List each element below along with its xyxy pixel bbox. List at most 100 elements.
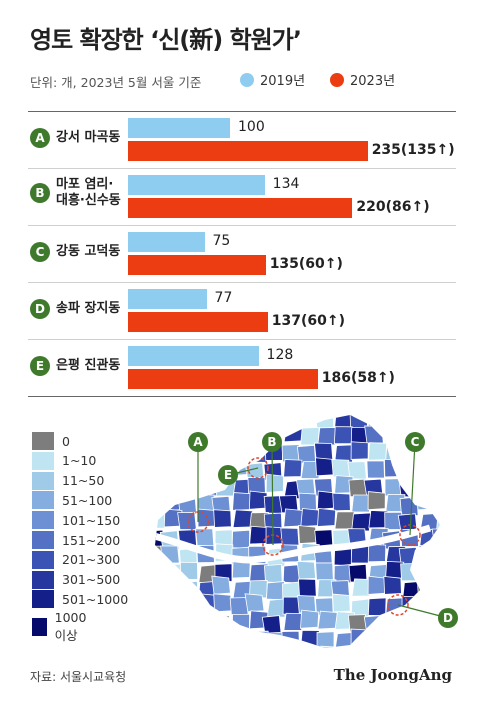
district-shape xyxy=(130,562,148,579)
map-legend-item: 51~100 xyxy=(32,491,112,510)
district-shape xyxy=(155,473,165,493)
map-legend-item: 301~500 xyxy=(32,570,120,589)
district-shape xyxy=(350,441,369,460)
row-label-c: C 강동 고덕동 xyxy=(30,242,120,262)
district-shape xyxy=(160,545,180,564)
district-shape xyxy=(435,546,440,566)
row-label-d: D 송파 장지동 xyxy=(30,299,120,319)
map-legend-item: 151~200 xyxy=(32,531,120,549)
district-shape xyxy=(197,645,216,648)
district-shape xyxy=(130,547,146,565)
district-shape xyxy=(130,412,148,431)
district-shape xyxy=(263,563,283,584)
district-shape xyxy=(130,462,146,480)
district-shape xyxy=(351,649,369,660)
map-legend-swatch xyxy=(32,531,54,549)
district-shape xyxy=(213,509,232,528)
district-shape xyxy=(155,427,166,447)
value-label-2023-b: 220(86↑) xyxy=(356,199,430,215)
map-legend-label: 1000 이상 xyxy=(54,610,87,644)
region-marker-a: A xyxy=(30,128,50,148)
district-shape xyxy=(131,426,150,443)
district-shape xyxy=(155,510,167,529)
district-shape xyxy=(130,443,147,460)
district-shape xyxy=(332,650,350,660)
bar-2023-d xyxy=(128,312,268,332)
value-label-2019-e: 128 xyxy=(266,347,294,363)
district-shape xyxy=(434,562,440,581)
district-shape xyxy=(232,509,254,528)
bar-2019-d xyxy=(128,289,207,309)
map-marker-b: B xyxy=(262,432,282,452)
district-shape xyxy=(298,646,317,648)
district-shape xyxy=(415,560,435,579)
district-shape xyxy=(198,415,220,428)
row-separator xyxy=(28,168,456,169)
district-shape xyxy=(435,460,440,479)
district-shape xyxy=(402,460,422,479)
district-shape xyxy=(347,461,367,480)
district-shape xyxy=(130,581,148,599)
row-label-text: 강서 마곡동 xyxy=(56,130,121,145)
row-label-e: E 은평 진관동 xyxy=(30,356,120,376)
district-shape xyxy=(300,609,320,629)
map-legend-swatch xyxy=(32,618,47,637)
district-shape xyxy=(296,560,317,580)
row-label-text: 은평 진관동 xyxy=(56,358,121,373)
district-shape xyxy=(435,477,440,496)
map-marker-c: C xyxy=(405,432,425,452)
district-shape xyxy=(265,415,284,428)
district-shape xyxy=(164,580,184,599)
district-shape xyxy=(367,629,387,648)
map-legend-swatch xyxy=(32,550,54,569)
highlight-circle xyxy=(247,457,269,479)
district-shape xyxy=(417,580,436,600)
region-marker-d: D xyxy=(30,299,50,319)
district-shape xyxy=(351,494,372,513)
map-legend-swatch xyxy=(32,451,54,470)
district-shape xyxy=(317,427,338,446)
district-shape xyxy=(350,628,369,648)
row-label-text: 마포 염리· xyxy=(56,177,114,192)
map-legend-swatch xyxy=(32,491,54,510)
district-shape xyxy=(418,545,437,564)
bar-2019-e xyxy=(128,346,259,366)
map-legend-item: 0 xyxy=(32,432,70,450)
district-shape xyxy=(366,644,386,648)
region-marker-b: B xyxy=(30,183,50,203)
brand-logo: The JoongAng xyxy=(333,666,452,684)
district-shape xyxy=(431,627,440,646)
district-shape xyxy=(155,593,164,613)
district-shape xyxy=(431,528,440,547)
map-legend-swatch xyxy=(32,511,54,530)
district-shape xyxy=(399,629,419,648)
legend-2023-label: 2023년 xyxy=(350,74,396,89)
district-shape xyxy=(385,630,405,648)
map-legend-swatch xyxy=(32,570,54,589)
district-shape xyxy=(155,580,164,600)
map-marker-d: D xyxy=(438,608,458,628)
row-label-b: B 마포 염리· 대흥·신수동 xyxy=(30,177,121,209)
district-shape xyxy=(131,530,149,548)
district-shape xyxy=(155,494,164,513)
district-shape xyxy=(210,645,231,648)
district-shape xyxy=(284,650,303,660)
district-shape xyxy=(436,512,440,531)
district-shape xyxy=(433,415,440,427)
leader-line xyxy=(409,441,416,536)
district-shape xyxy=(211,575,231,595)
map-legend-label: 201~300 xyxy=(62,552,121,568)
map-legend-label: 501~1000 xyxy=(62,591,129,607)
district-shape xyxy=(130,491,145,509)
district-shape xyxy=(244,593,265,613)
district-shape xyxy=(155,545,164,564)
district-shape xyxy=(249,630,269,648)
district-shape xyxy=(146,650,163,660)
district-shape xyxy=(317,507,337,527)
district-shape xyxy=(384,458,403,478)
district-shape xyxy=(198,614,220,633)
district-shape xyxy=(331,459,351,478)
region-marker-c: C xyxy=(30,242,50,262)
district-shape xyxy=(155,613,164,632)
district-shape xyxy=(384,424,403,444)
